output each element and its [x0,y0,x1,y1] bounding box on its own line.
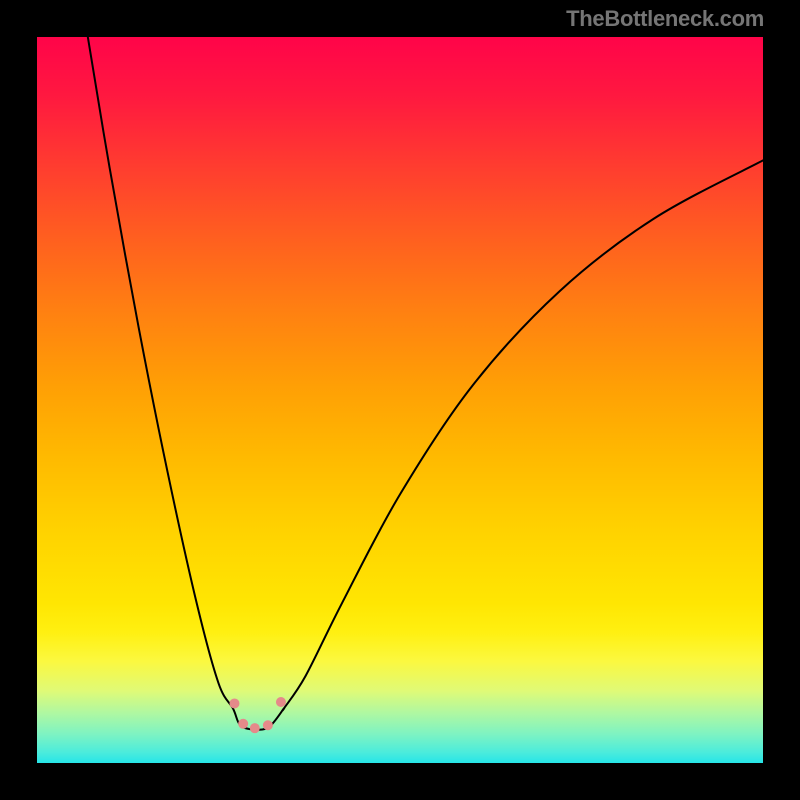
plot-area [37,37,763,763]
chart-svg [37,37,763,763]
watermark-text: TheBottleneck.com [566,6,764,32]
curve-marker [263,720,273,730]
gradient-background [37,37,763,763]
curve-marker [238,719,248,729]
figure-container: TheBottleneck.com [0,0,800,800]
curve-marker [250,723,260,733]
curve-marker [229,698,239,708]
curve-marker [276,697,286,707]
